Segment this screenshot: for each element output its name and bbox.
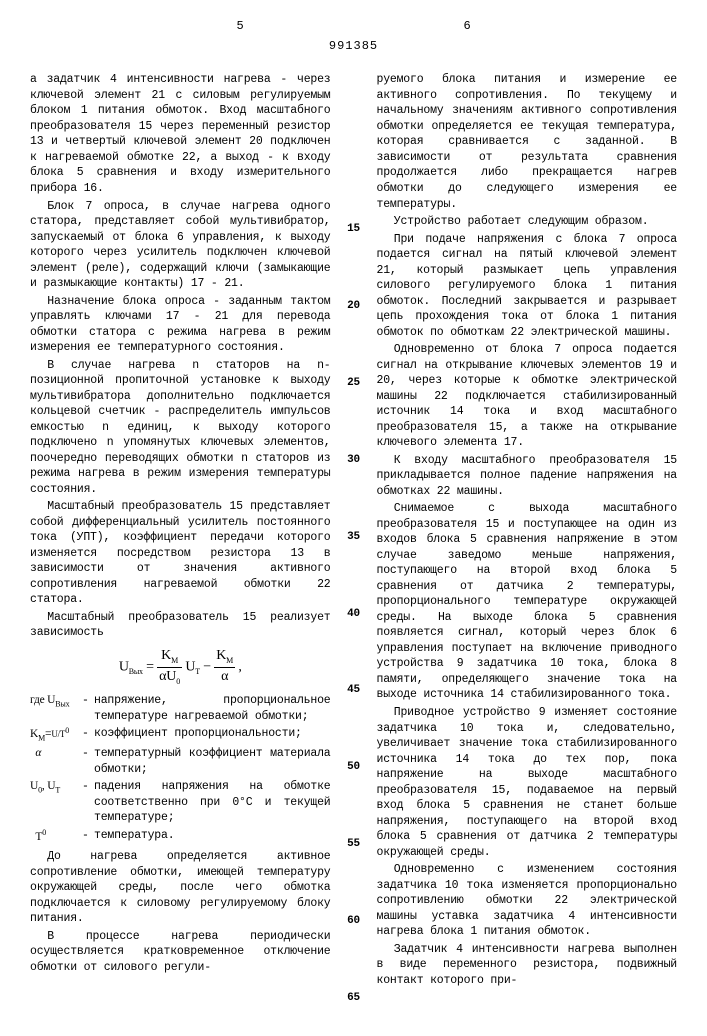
left-column: а задатчик 4 интенсивности нагрева - чер… [30, 72, 331, 1005]
paragraph: Задатчик 4 интенсивности нагрева выполне… [377, 942, 678, 989]
line-number-gutter: 15 20 25 30 35 40 45 50 55 60 65 [343, 72, 365, 1005]
line-number: 55 [347, 837, 360, 852]
def-dash: - [82, 746, 94, 777]
def-desc: температура. [94, 828, 331, 845]
definition-list: где UВых - напряжение, пропорциональное … [30, 693, 331, 845]
document-number: 991385 [30, 38, 677, 54]
def-dash: - [82, 693, 94, 724]
paragraph: руемого блока питания и измерение ее акт… [377, 72, 678, 212]
def-dash: - [82, 828, 94, 845]
paragraph: Устройство работает следующим образом. [377, 214, 678, 230]
page-number-left: 5 [236, 18, 243, 34]
def-desc: коэффициент пропорциональности; [94, 726, 331, 744]
line-number: 65 [347, 991, 360, 1006]
def-desc: падения напряжения на обмотке соответств… [94, 779, 331, 826]
def-term: KM=U/T0 [30, 726, 82, 744]
def-term: T0 [30, 828, 82, 845]
paragraph: В процессе нагрева периодически осуществ… [30, 929, 331, 976]
page-container: 5 6 991385 а задатчик 4 интенсивности на… [0, 0, 707, 1036]
paragraph: Одновременно с изменением состояния зада… [377, 862, 678, 940]
def-term: α [30, 746, 82, 777]
paragraph: До нагрева определяется активное сопроти… [30, 849, 331, 927]
paragraph: а задатчик 4 интенсивности нагрева - чер… [30, 72, 331, 196]
paragraph: Снимаемое с выхода масштабного преобразо… [377, 501, 678, 703]
page-header: 5 6 [30, 18, 677, 34]
line-number: 60 [347, 914, 360, 929]
paragraph: К входу масштабного преобразователя 15 п… [377, 453, 678, 500]
paragraph: Назначение блока опроса - заданным такто… [30, 294, 331, 356]
definition-row: KM=U/T0 - коэффициент пропорциональности… [30, 726, 331, 744]
right-column: руемого блока питания и измерение ее акт… [377, 72, 678, 1005]
line-number: 20 [347, 299, 360, 314]
def-desc: напряжение, пропорциональное температуре… [94, 693, 331, 724]
line-number: 15 [347, 222, 360, 237]
line-number: 35 [347, 530, 360, 545]
paragraph: При подаче напряжения с блока 7 опроса п… [377, 232, 678, 341]
def-term: где UВых [30, 693, 82, 724]
def-desc: температурный коэффициент материала обмо… [94, 746, 331, 777]
line-number: 50 [347, 760, 360, 775]
definition-row: где UВых - напряжение, пропорциональное … [30, 693, 331, 724]
line-number: 25 [347, 376, 360, 391]
paragraph: В случае нагрева n статоров на n-позицио… [30, 358, 331, 498]
text-columns: а задатчик 4 интенсивности нагрева - чер… [30, 72, 677, 1005]
formula: UВых = KMαU0 UT − KMα , [30, 647, 331, 687]
paragraph: Масштабный преобразователь 15 представля… [30, 499, 331, 608]
paragraph: Одновременно от блока 7 опроса подается … [377, 342, 678, 451]
def-term: U0, UT [30, 779, 82, 826]
paragraph: Масштабный преобразователь 15 реализует … [30, 610, 331, 641]
definition-row: T0 - температура. [30, 828, 331, 845]
definition-row: α - температурный коэффициент материала … [30, 746, 331, 777]
def-dash: - [82, 726, 94, 744]
paragraph: Приводное устройство 9 изменяет состояни… [377, 705, 678, 860]
def-dash: - [82, 779, 94, 826]
line-number: 45 [347, 683, 360, 698]
page-number-right: 6 [464, 18, 471, 34]
line-number: 40 [347, 607, 360, 622]
definition-row: U0, UT - падения напряжения на обмотке с… [30, 779, 331, 826]
line-number: 30 [347, 453, 360, 468]
paragraph: Блок 7 опроса, в случае нагрева одного с… [30, 199, 331, 292]
